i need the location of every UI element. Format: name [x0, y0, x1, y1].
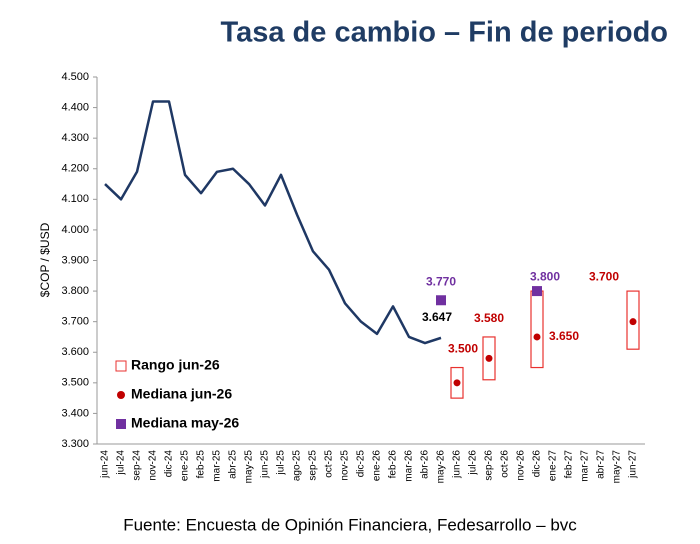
x-tick-label: jul-25	[276, 450, 287, 476]
chart-title: Tasa de cambio – Fin de periodo	[221, 17, 668, 49]
x-tick-label: nov-25	[340, 450, 351, 481]
y-tick-label: 3.700	[61, 316, 89, 328]
x-tick-label: oct-25	[324, 450, 335, 478]
y-tick-label: 4.400	[61, 101, 89, 113]
x-tick-label: feb-27	[564, 450, 575, 479]
legend-label: Mediana jun-26	[131, 386, 232, 402]
x-tick-label: may-25	[244, 450, 255, 484]
x-tick-label: oct-26	[500, 450, 511, 478]
x-tick-label: sep-25	[308, 450, 319, 481]
x-tick-label: abr-26	[420, 450, 431, 479]
x-tick-label: feb-25	[196, 450, 207, 479]
y-tick-label: 3.400	[61, 407, 89, 419]
range-box	[626, 290, 640, 350]
x-tick-label: mar-25	[212, 450, 223, 482]
x-tick-label: may-27	[612, 450, 623, 484]
x-tick-label: dic-25	[356, 450, 367, 478]
legend-label: Mediana may-26	[131, 415, 239, 431]
x-tick-label: dic-24	[164, 450, 175, 478]
x-tick-label: jul-24	[116, 450, 127, 476]
x-tick-label: ene-26	[372, 450, 383, 482]
y-tick-label: 4.100	[61, 193, 89, 205]
x-tick-label: ago-25	[292, 450, 303, 482]
x-tick-label: mar-26	[404, 450, 415, 482]
value-label: 3.700	[589, 269, 619, 283]
range-box	[530, 290, 544, 369]
y-tick-label: 3.300	[61, 438, 89, 450]
y-tick-label: 4.000	[61, 224, 89, 236]
x-tick-label: nov-24	[148, 450, 159, 481]
legend-label: Rango jun-26	[131, 357, 220, 373]
y-tick-label: 3.500	[61, 377, 89, 389]
value-label: 3.580	[474, 311, 504, 325]
median-square	[532, 286, 542, 297]
value-label: 3.647	[422, 310, 452, 324]
x-tick-label: sep-24	[132, 450, 143, 481]
median-dot	[629, 318, 637, 326]
y-tick-label: 4.500	[61, 71, 89, 83]
median-square	[436, 295, 446, 306]
value-label: 3.500	[448, 342, 478, 356]
legend-marker	[115, 360, 127, 372]
x-tick-label: feb-26	[388, 450, 399, 479]
median-dot	[485, 354, 493, 362]
x-tick-label: jun-26	[452, 450, 463, 479]
x-tick-label: jun-27	[628, 450, 639, 479]
y-tick-label: 4.300	[61, 132, 89, 144]
value-label: 3.650	[549, 329, 579, 343]
x-tick-label: abr-27	[596, 450, 607, 479]
value-label: 3.770	[426, 274, 456, 288]
x-tick-label: ene-25	[180, 450, 191, 482]
y-axis-label: $COP / $USD	[38, 222, 52, 297]
x-tick-label: nov-26	[516, 450, 527, 481]
y-tick-label: 4.200	[61, 163, 89, 175]
median-dot	[453, 379, 461, 387]
y-tick-label: 3.600	[61, 346, 89, 358]
x-tick-label: jun-25	[260, 450, 271, 479]
legend-marker	[117, 391, 125, 399]
source-note: Fuente: Encuesta de Opinión Financiera, …	[123, 515, 577, 534]
x-tick-label: sep-26	[484, 450, 495, 481]
median-dot	[533, 333, 541, 341]
range-box	[482, 336, 496, 381]
line	[104, 100, 442, 345]
x-tick-label: abr-25	[228, 450, 239, 479]
legend-marker	[116, 419, 126, 429]
y-tick-label: 3.900	[61, 254, 89, 266]
x-tick-label: jun-24	[100, 450, 111, 479]
value-label: 3.800	[530, 269, 560, 283]
x-tick-label: jul-26	[468, 450, 479, 476]
y-tick-label: 3.800	[61, 285, 89, 297]
range-box	[450, 366, 464, 399]
x-tick-label: dic-26	[532, 450, 543, 478]
x-tick-label: ene-27	[548, 450, 559, 482]
x-tick-label: mar-27	[580, 450, 591, 482]
x-tick-label: may-26	[436, 450, 447, 484]
